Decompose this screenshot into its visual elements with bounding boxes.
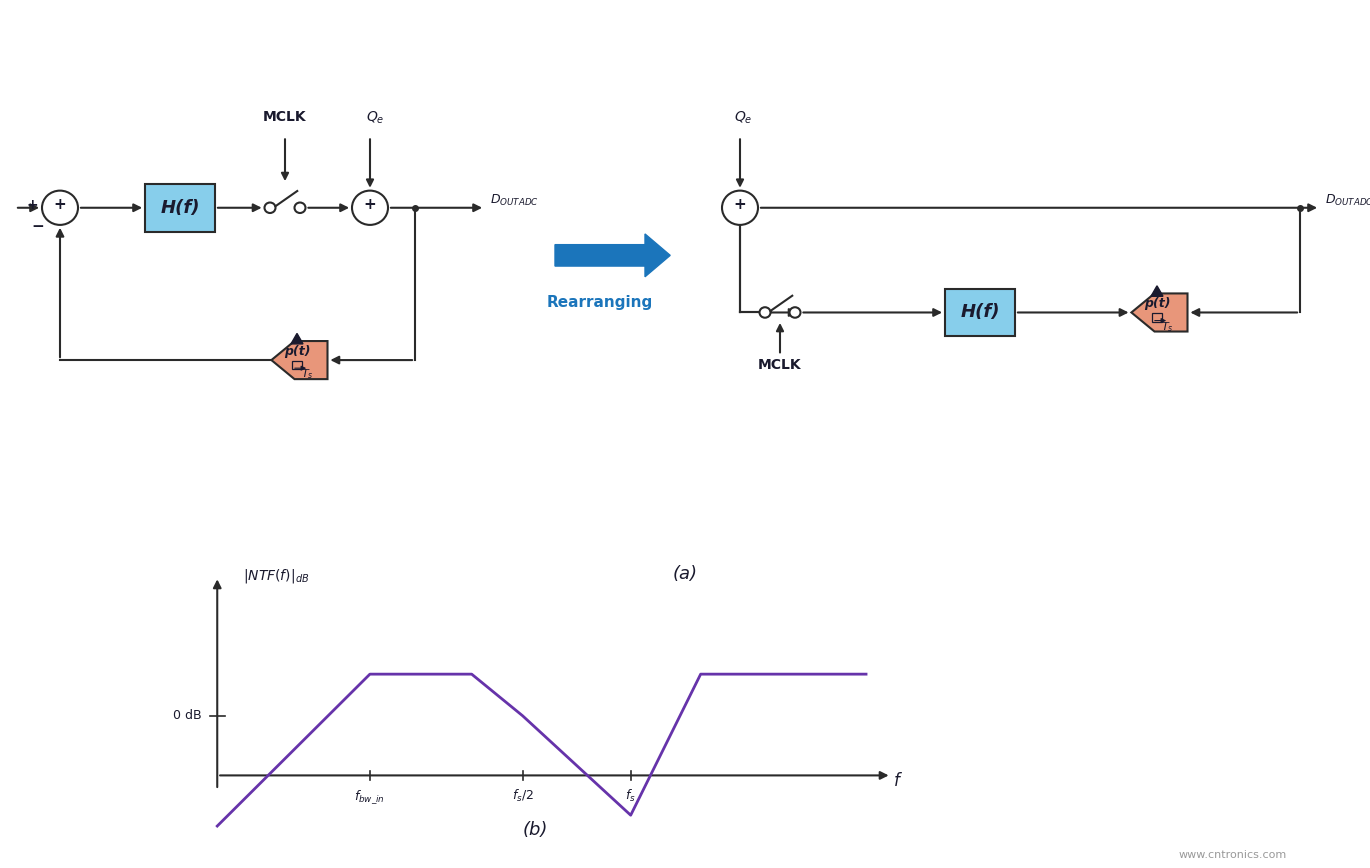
- Text: $f$: $f$: [893, 772, 903, 790]
- Text: $T_s$: $T_s$: [1160, 320, 1173, 333]
- Text: $T_s$: $T_s$: [300, 367, 314, 381]
- FancyBboxPatch shape: [945, 289, 1015, 336]
- Text: (b): (b): [522, 820, 548, 838]
- Text: +: +: [26, 198, 38, 212]
- Text: +: +: [53, 197, 66, 213]
- Text: MCLK: MCLK: [758, 358, 801, 372]
- Circle shape: [295, 202, 306, 213]
- Text: $D_{OUTADC}$: $D_{OUTADC}$: [1325, 193, 1370, 207]
- Circle shape: [722, 191, 758, 225]
- Text: $Q_e$: $Q_e$: [734, 109, 752, 126]
- Text: Rearranging: Rearranging: [547, 295, 653, 311]
- Circle shape: [352, 191, 388, 225]
- Circle shape: [789, 307, 800, 318]
- Text: H(f): H(f): [960, 304, 1000, 321]
- Text: $|NTF(f)|_{dB}$: $|NTF(f)|_{dB}$: [242, 568, 310, 586]
- Text: $f_s/2$: $f_s/2$: [512, 788, 533, 804]
- FancyArrow shape: [555, 234, 670, 277]
- FancyBboxPatch shape: [145, 184, 215, 232]
- Circle shape: [759, 307, 770, 318]
- Circle shape: [42, 191, 78, 225]
- Circle shape: [264, 202, 275, 213]
- Text: −: −: [32, 220, 44, 234]
- Text: $f_{bw\_in}$: $f_{bw\_in}$: [355, 788, 385, 806]
- Polygon shape: [290, 333, 303, 344]
- Text: p(t): p(t): [284, 345, 310, 358]
- Text: www.cntronics.com: www.cntronics.com: [1178, 850, 1288, 860]
- Bar: [292, 360, 301, 369]
- Text: $Q_e$: $Q_e$: [366, 109, 384, 126]
- Text: (a): (a): [673, 565, 697, 583]
- Text: MCLK: MCLK: [263, 110, 307, 124]
- Text: p(t): p(t): [1144, 298, 1170, 311]
- Text: 0 dB: 0 dB: [173, 709, 201, 722]
- Text: $D_{OUTADC}$: $D_{OUTADC}$: [490, 193, 538, 207]
- Text: +: +: [363, 197, 377, 213]
- Polygon shape: [271, 341, 327, 379]
- Text: $f_s$: $f_s$: [625, 788, 636, 804]
- Text: +: +: [733, 197, 747, 213]
- Polygon shape: [1151, 286, 1163, 296]
- Text: H(f): H(f): [160, 199, 200, 217]
- Polygon shape: [1132, 293, 1188, 332]
- Bar: [1152, 313, 1162, 321]
